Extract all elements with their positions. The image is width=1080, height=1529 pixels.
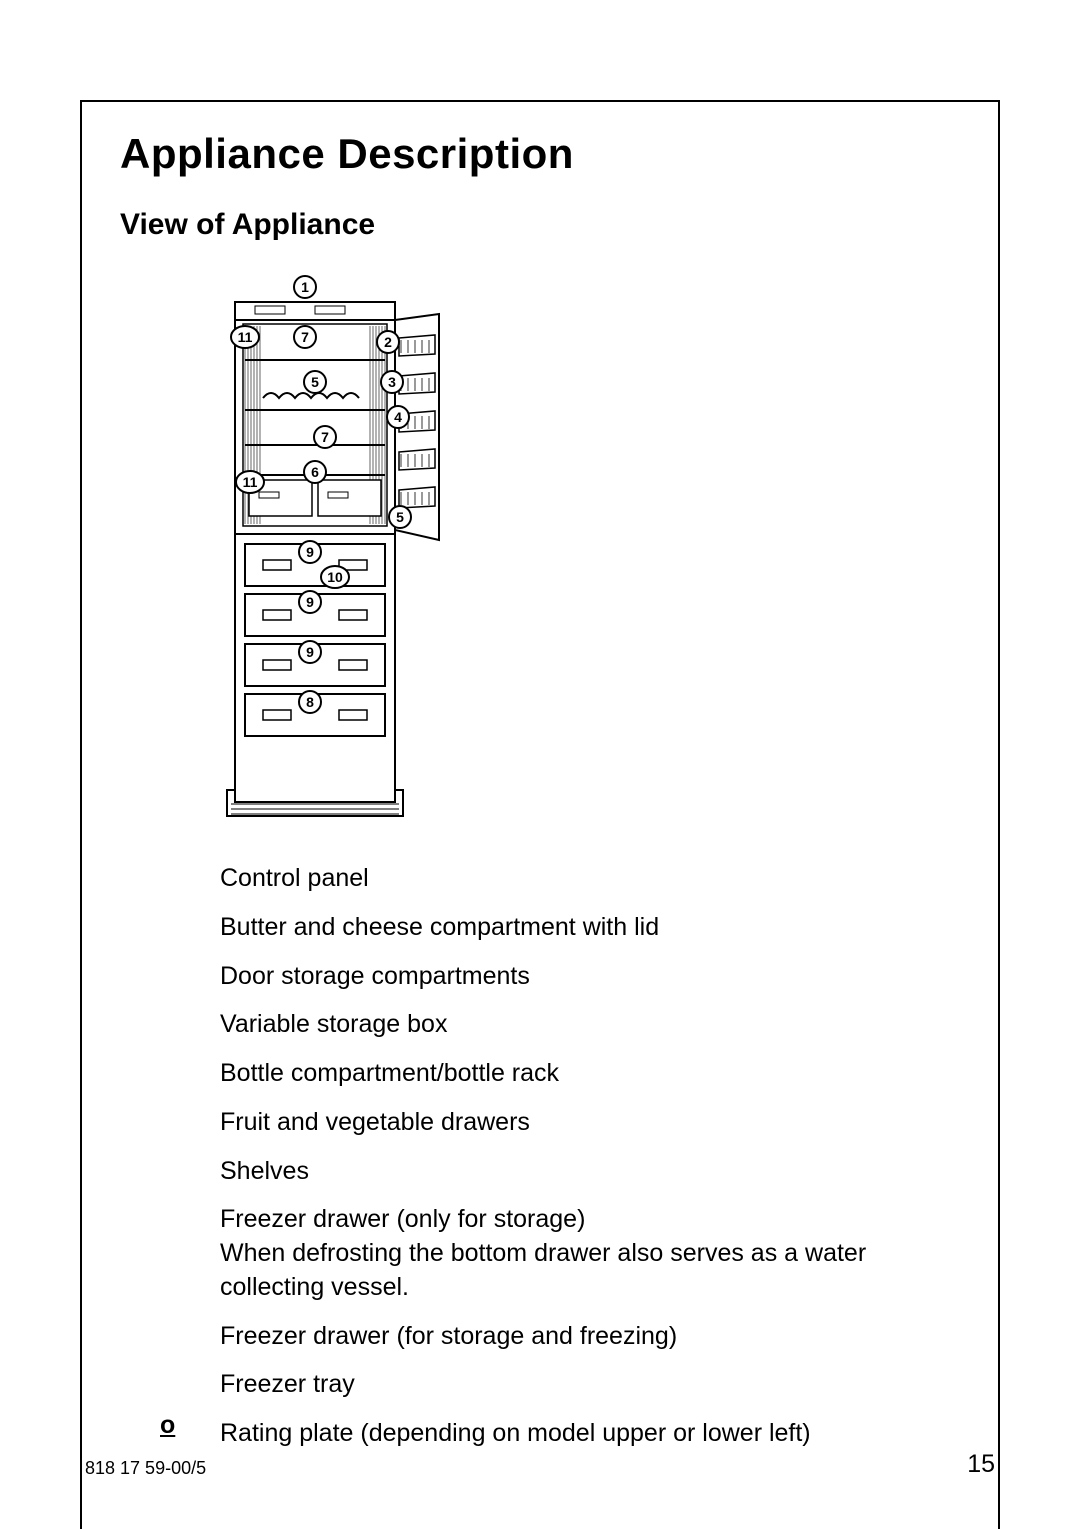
svg-text:11: 11 (243, 474, 258, 490)
legend-item: Freezer drawer (only for storage)When de… (220, 1203, 970, 1304)
legend-text: Rating plate (depending on model upper o… (220, 1417, 970, 1451)
legend-item: Freezer tray (220, 1368, 970, 1402)
footnote-marker: o (160, 1409, 175, 1443)
svg-text:2: 2 (384, 334, 392, 350)
svg-text:9: 9 (306, 544, 314, 560)
legend-text: Control panel (220, 862, 970, 896)
legend-text: Variable storage box (220, 1008, 970, 1042)
svg-text:7: 7 (321, 429, 329, 445)
legend-text: When defrosting the bottom drawer also s… (220, 1237, 970, 1305)
footer-doc-number: 818 17 59-00/5 (85, 1458, 206, 1479)
legend-item: Shelves (220, 1155, 970, 1189)
legend-item: Control panel (220, 862, 970, 896)
appliance-diagram: 1117253476115910998 (120, 272, 1070, 832)
legend-item: Butter and cheese compartment with lid (220, 911, 970, 945)
section-subtitle: View of Appliance (120, 208, 970, 242)
svg-text:5: 5 (311, 374, 319, 390)
legend-text: Freezer drawer (only for storage) (220, 1203, 970, 1237)
legend-item: Variable storage box (220, 1008, 970, 1042)
legend-item: Freezer drawer (for storage and freezing… (220, 1320, 970, 1354)
legend-text: Bottle compartment/bottle rack (220, 1057, 970, 1091)
footer-page-number: 15 (967, 1450, 995, 1479)
svg-text:3: 3 (388, 374, 396, 390)
legend-text: Shelves (220, 1155, 970, 1189)
svg-text:5: 5 (396, 509, 404, 525)
legend-text: Freezer drawer (for storage and freezing… (220, 1320, 970, 1354)
svg-text:7: 7 (301, 329, 309, 345)
content-area: Appliance Description View of Appliance … (120, 130, 970, 1466)
legend-text: Door storage compartments (220, 960, 970, 994)
legend-list: Control panel Butter and cheese compartme… (220, 862, 970, 1451)
svg-text:9: 9 (306, 644, 314, 660)
legend-text: Freezer tray (220, 1368, 970, 1402)
svg-text:4: 4 (394, 409, 402, 425)
legend-item: oRating plate (depending on model upper … (220, 1417, 970, 1451)
svg-text:9: 9 (306, 594, 314, 610)
svg-text:1: 1 (301, 279, 309, 295)
svg-text:10: 10 (327, 569, 343, 585)
legend-text: Butter and cheese compartment with lid (220, 911, 970, 945)
legend-text: Fruit and vegetable drawers (220, 1106, 970, 1140)
svg-text:6: 6 (311, 464, 319, 480)
page: Appliance Description View of Appliance … (0, 0, 1080, 1529)
svg-text:11: 11 (238, 329, 253, 345)
legend-item: Door storage compartments (220, 960, 970, 994)
svg-text:8: 8 (306, 694, 314, 710)
legend-item: Bottle compartment/bottle rack (220, 1057, 970, 1091)
page-title: Appliance Description (120, 130, 970, 178)
fridge-diagram-svg: 1117253476115910998 (220, 272, 520, 832)
legend-item: Fruit and vegetable drawers (220, 1106, 970, 1140)
